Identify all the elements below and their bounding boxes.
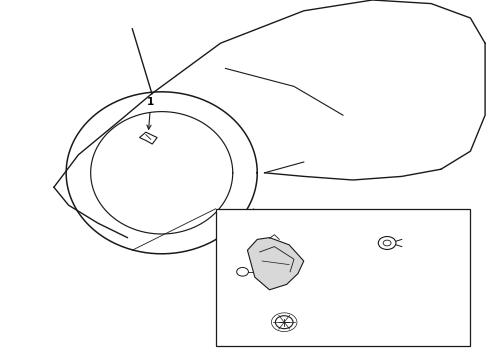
Text: 1: 1: [147, 97, 154, 129]
Bar: [216, 209, 470, 346]
Text: 4: 4: [397, 276, 404, 287]
Text: 4: 4: [383, 252, 391, 289]
Polygon shape: [140, 132, 157, 144]
Circle shape: [383, 240, 391, 246]
Text: 3: 3: [300, 317, 345, 327]
Circle shape: [237, 267, 248, 276]
Circle shape: [378, 237, 396, 249]
Circle shape: [275, 316, 293, 329]
Text: 2: 2: [260, 213, 267, 223]
Polygon shape: [247, 238, 304, 290]
